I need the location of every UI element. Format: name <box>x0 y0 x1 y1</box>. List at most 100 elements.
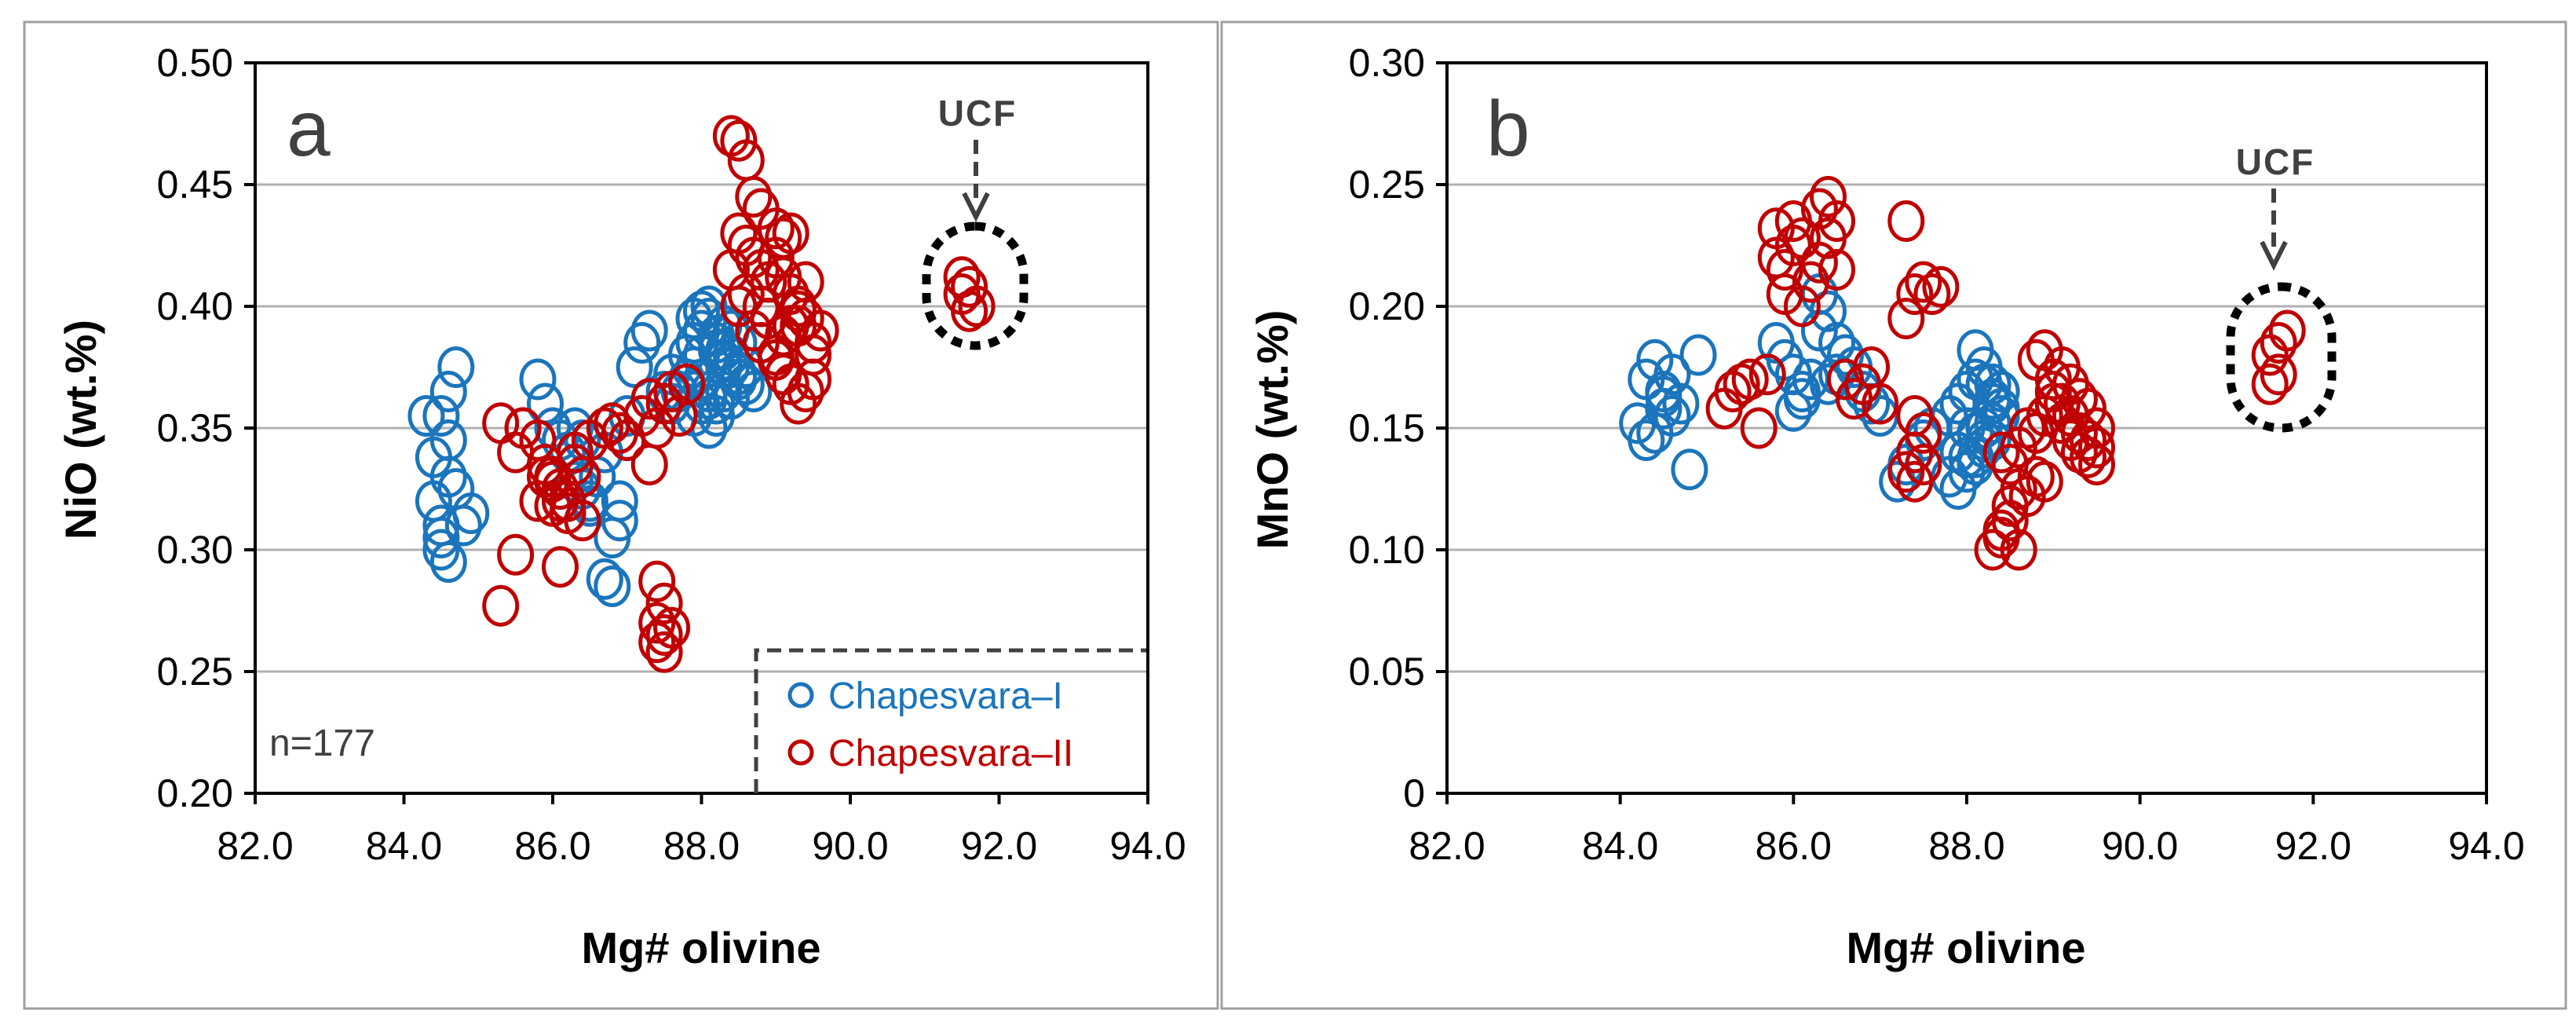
panel-a-point-chapesvara-ii <box>527 456 564 498</box>
panel-b-point-chapesvara-i <box>1974 383 2011 425</box>
panel-b-point-chapesvara-ii <box>1982 431 2020 474</box>
panel-a-point-chapesvara-ii <box>630 378 668 420</box>
panel-a-point-chapesvara-ii <box>943 256 981 298</box>
panel-a-point-chapesvara-i <box>407 395 445 437</box>
panel-a-point-chapesvara-ii <box>638 560 676 602</box>
panel-b-point-chapesvara-ii <box>1818 249 1855 291</box>
panel-a-point-chapesvara-ii <box>795 334 832 376</box>
panel-a-point-chapesvara-i <box>586 558 623 600</box>
panel-b-point-chapesvara-ii <box>2251 363 2289 405</box>
panel-b-point-chapesvara-ii <box>1810 176 1847 218</box>
panel-a-sample-count: n=177 <box>269 723 375 764</box>
panel-b-point-chapesvara-ii <box>2043 383 2081 425</box>
panel-a-point-chapesvara-ii <box>534 485 572 527</box>
panel-b-points <box>1619 176 2306 571</box>
panel-a-point-chapesvara-ii <box>951 265 988 308</box>
panel-b-point-chapesvara-ii <box>1731 358 1769 401</box>
panel-a-point-chapesvara-i <box>437 468 475 510</box>
panel-a-point-chapesvara-ii <box>482 402 520 445</box>
panel-a-ucf-arrow-head <box>962 192 990 222</box>
panel-b-point-chapesvara-ii <box>1792 261 1829 303</box>
panel-a-point-chapesvara-ii <box>757 207 795 250</box>
panel-b-point-chapesvara-ii <box>1800 241 1838 284</box>
panel-b-point-chapesvara-ii <box>2070 419 2106 461</box>
panel-b-y-ticks: 0 0.05 0.10 0.15 0.20 0.25 0.30 <box>1349 41 1447 815</box>
panel-b-point-chapesvara-ii <box>2026 329 2063 372</box>
panel-a-legend-label-chapesvara-i: Chapesvara–I <box>828 675 1063 717</box>
panel-a-y-tick-label: 0.20 <box>157 771 233 815</box>
panel-a-x-tick-label: 94.0 <box>1109 824 1186 868</box>
panel-a-point-chapesvara-ii <box>586 407 623 449</box>
panel-b-point-chapesvara-ii <box>1740 407 1778 449</box>
panel-a-x-tick-label: 84.0 <box>366 824 442 868</box>
panel-b-x-tick-label: 94.0 <box>2448 824 2524 868</box>
panel-b-point-chapesvara-ii <box>1974 529 2011 571</box>
panel-a-ucf-label: UCF <box>938 93 1018 134</box>
panel-b-point-chapesvara-i <box>1645 387 1683 430</box>
panel-b-y-tick-label: 0.10 <box>1349 528 1425 572</box>
panel-b-point-chapesvara-ii <box>1757 207 1795 250</box>
panel-b-point-chapesvara-ii <box>1905 444 1942 485</box>
panel-b-point-chapesvara-ii <box>1905 412 1942 454</box>
panel-b-point-chapesvara-ii <box>2078 426 2115 469</box>
panel-b-point-chapesvara-ii <box>1913 273 1951 315</box>
panel-a-point-chapesvara-i <box>735 371 773 412</box>
panel-b-point-chapesvara-ii <box>2017 339 2055 381</box>
panel-b-point-chapesvara-i <box>1645 375 1683 418</box>
panel-a-point-chapesvara-ii <box>742 285 780 328</box>
panel-b-point-chapesvara-ii <box>2078 407 2115 449</box>
panel-b-point-chapesvara-ii <box>2260 353 2297 396</box>
panel-a-point-chapesvara-ii <box>645 614 683 656</box>
panel-a-y-tick-label: 0.50 <box>157 41 233 85</box>
panel-a-point-chapesvara-ii <box>638 621 676 664</box>
panel-b-letter: b <box>1486 85 1530 173</box>
panel-a-y-tick-label: 0.35 <box>157 406 233 450</box>
panel-b-point-chapesvara-i <box>1982 371 2020 412</box>
panel-a-point-chapesvara-ii <box>519 480 557 522</box>
panel-a-point-chapesvara-ii <box>750 298 787 339</box>
panel-a-legend: Chapesvara–I Chapesvara–II <box>754 648 1146 793</box>
panel-a-point-chapesvara-i <box>630 309 668 352</box>
panel-b-x-tick-label: 88.0 <box>1928 824 2004 868</box>
panel-b-point-chapesvara-ii <box>1896 273 1934 315</box>
panel-b-y-tick-label: 0.30 <box>1349 41 1425 85</box>
panel-b-point-chapesvara-i <box>1628 419 1665 461</box>
panel-a-point-chapesvara-ii <box>795 358 832 401</box>
panel-b-point-chapesvara-ii <box>1783 285 1821 328</box>
panel-a-point-chapesvara-ii <box>645 582 683 624</box>
panel-b-y-tick-label: 0 <box>1403 771 1425 815</box>
panel-a-point-chapesvara-ii <box>668 363 705 405</box>
panel-a-x-tick-label: 86.0 <box>514 824 590 868</box>
panel-b-point-chapesvara-i <box>1671 448 1708 491</box>
panel-a-point-chapesvara-ii <box>802 309 839 352</box>
panel-a-point-chapesvara-i <box>601 480 638 522</box>
panel-b-border <box>1220 20 2567 1010</box>
panel-a: 82.0 84.0 86.0 88.0 90.0 92.0 94.0 0.20 0.25 0.3… <box>56 41 1186 972</box>
panel-a-point-chapesvara-ii <box>482 584 520 627</box>
panel-b-point-chapesvara-ii <box>1862 383 1899 425</box>
panel-a-x-ticks: 82.0 84.0 86.0 88.0 90.0 92.0 94.0 <box>217 793 1186 868</box>
panel-b-point-chapesvara-i <box>1679 334 1717 376</box>
panel-a-x-axis-title: Mg# olivine <box>582 923 821 972</box>
panel-a-point-chapesvara-ii <box>564 500 601 542</box>
panel-b-point-chapesvara-i <box>1957 436 1994 478</box>
panel-b-point-chapesvara-ii <box>1896 431 1934 474</box>
panel-a-x-tick-label: 92.0 <box>961 824 1037 868</box>
panel-b-point-chapesvara-ii <box>1810 217 1847 259</box>
panel-a-point-chapesvara-i <box>712 378 750 420</box>
panel-a-legend-label-chapesvara-ii: Chapesvara–II <box>828 733 1073 774</box>
panel-b-point-chapesvara-i <box>1662 383 1700 425</box>
panel-b-point-chapesvara-ii <box>1766 249 1803 291</box>
panel-a-point-chapesvara-i <box>623 322 661 364</box>
panel-a-point-chapesvara-ii <box>757 236 795 279</box>
panel-a-point-chapesvara-i <box>519 358 557 401</box>
panel-a-point-chapesvara-i <box>437 346 475 388</box>
panel-b-x-tick-label: 84.0 <box>1582 824 1658 868</box>
panel-a-point-chapesvara-ii <box>765 256 802 298</box>
panel-a-points <box>407 115 996 673</box>
panel-a-point-chapesvara-i <box>690 285 728 328</box>
panel-a-point-chapesvara-ii <box>542 546 579 588</box>
panel-a-y-tick-label: 0.30 <box>157 528 233 572</box>
